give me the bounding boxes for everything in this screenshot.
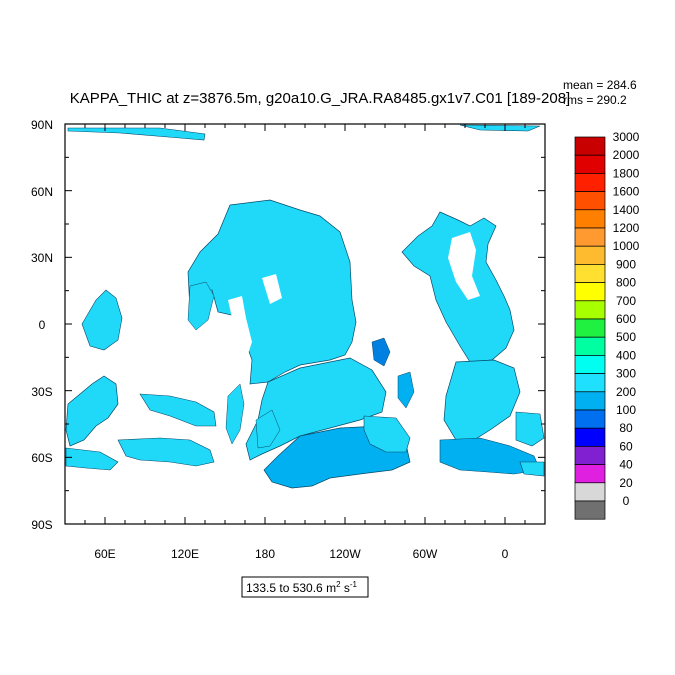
colorbar-swatch [574,409,606,429]
colorbar-swatch [574,482,606,502]
blank-hole-2 [262,274,282,304]
colorbar-swatch [574,355,606,374]
colorbar-label: 40 [619,458,633,472]
lon-axis-labels: 60E 120E 180 120W 60W 0 [94,547,508,561]
ocean-patch-indian-west [81,289,123,351]
ocean-patch-south-pacific [245,357,387,461]
lat-label: 90S [31,518,52,532]
lon-label: 60E [94,547,115,561]
plot-title: KAPPA_THIC at z=3876.5m, g20a10.G_JRA.RA… [70,90,570,107]
colorbar-label: 1400 [613,203,640,217]
lon-label: 120E [171,547,199,561]
ocean-spot-dark-1 [371,337,391,367]
ocean-patch-indian-southeast [139,393,217,427]
colorbar-label: 200 [616,385,636,399]
blank-hole-1 [228,296,252,360]
ocean-patch-indian-south [65,375,119,447]
lat-label: 60S [31,451,52,465]
colorbar-label: 600 [616,312,636,326]
colorbar-swatch [574,173,606,192]
lat-label: 90N [31,118,53,132]
lat-label: 30S [31,385,52,399]
colorbar-label: 800 [616,276,636,290]
range-label-sup1: 2 [336,580,341,589]
colorbar-swatch [574,209,606,229]
ocean-patch-kerguelen [117,437,215,467]
range-label-main: 133.5 to 530.6 m [246,581,336,595]
colorbar-label: 1200 [613,221,640,235]
ocean-patch-far-west-strip [65,447,119,471]
mean-stat: mean = 284.6 [563,78,637,92]
colorbar-swatch [574,446,606,465]
ocean-patch-south-atlantic [443,359,521,441]
colorbar-label: 1800 [613,166,640,180]
colorbar-swatch [574,373,606,393]
colorbar-label: 0 [623,494,630,508]
colorbar-label: 20 [619,476,633,490]
ocean-patch-southern-ring [363,415,411,453]
ocean-patch-arctic-2 [459,124,541,132]
colorbar-swatch [574,264,606,283]
ocean-spot-dark-2 [397,371,415,409]
colorbar-label: 60 [619,439,633,453]
lat-label: 30N [31,251,53,265]
colorbar-label: 100 [616,403,636,417]
axis-ticks [65,123,546,525]
ocean-patch-east-edge [515,411,545,447]
range-label-sup2: -1 [350,580,358,589]
ocean-patch-north-atlantic [401,211,515,363]
ocean-patch-east-edge-2 [519,461,545,477]
colorbar-swatch [574,282,606,302]
colorbar-label: 80 [619,421,633,435]
blank-hole-atlantic [448,232,480,300]
lon-label: 0 [502,547,509,561]
colorbar-swatch [574,191,606,211]
colorbar-swatch [574,500,606,520]
colorbar-swatch [574,227,606,247]
colorbar-label: 400 [616,348,636,362]
colorbar-label: 3000 [613,130,640,144]
colorbar-label: 2000 [613,148,640,162]
lat-label: 0 [39,318,46,332]
colorbar-swatch [574,318,606,338]
colorbar-swatch [574,245,606,265]
ocean-patch-wp-2 [225,383,245,445]
ocean-patch-wp-3 [255,409,281,449]
ocean-patch-arctic-1 [67,127,206,141]
colorbar-swatch [574,464,606,484]
map-field [65,124,545,489]
colorbar-swatch [574,391,606,411]
lat-axis-labels: 90N 60N 30N 0 30S 60S 90S [31,118,53,532]
ocean-patch-wp-1 [187,281,215,331]
lon-label: 180 [255,547,275,561]
colorbar-label: 500 [616,330,636,344]
colorbar-swatch [574,336,606,356]
colorbar-swatch [574,427,606,447]
colorbar-swatch [574,300,606,320]
colorbar-swatch [574,154,606,174]
lon-label: 120W [329,547,361,561]
lon-label: 60W [413,547,438,561]
range-label-mid: s [341,581,350,595]
colorbar-label: 700 [616,294,636,308]
colorbar: 3000200018001600140012001000900800700600… [574,130,640,520]
rms-stat: rms = 290.2 [563,93,627,107]
colorbar-label: 300 [616,367,636,381]
colorbar-label: 900 [616,257,636,271]
colorbar-label: 1600 [613,185,640,199]
colorbar-label: 1000 [613,239,640,253]
lat-label: 60N [31,185,53,199]
range-label: 133.5 to 530.6 m2 s-1 [246,580,358,595]
range-label-box: 133.5 to 530.6 m2 s-1 [241,576,369,598]
colorbar-swatch [574,136,606,156]
